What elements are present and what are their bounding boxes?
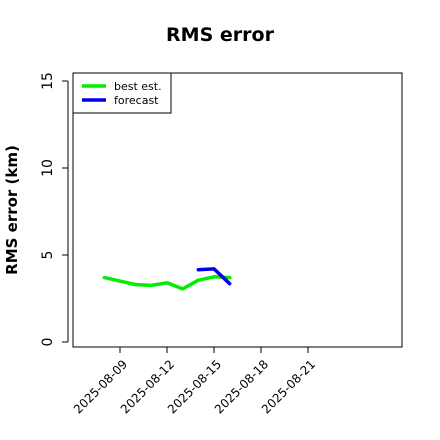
legend-label: best est. — [114, 80, 162, 93]
y-tick-label: 15 — [40, 72, 56, 90]
series-layer — [102, 267, 232, 291]
legend: best est.forecast — [72, 72, 172, 114]
series-line — [102, 275, 232, 291]
legend-box — [72, 72, 172, 114]
series-line — [196, 267, 232, 286]
y-tick-label: 0 — [40, 338, 56, 347]
y-tick-label: 10 — [40, 159, 56, 177]
y-tick-label: 5 — [40, 251, 56, 260]
x-axis: 2025-08-092025-08-122025-08-152025-08-18… — [71, 346, 318, 416]
chart-title: RMS error — [166, 24, 274, 46]
legend-label: forecast — [114, 94, 159, 107]
plot-area-border — [72, 72, 403, 348]
y-axis: 0 5 10 15 — [40, 72, 69, 347]
